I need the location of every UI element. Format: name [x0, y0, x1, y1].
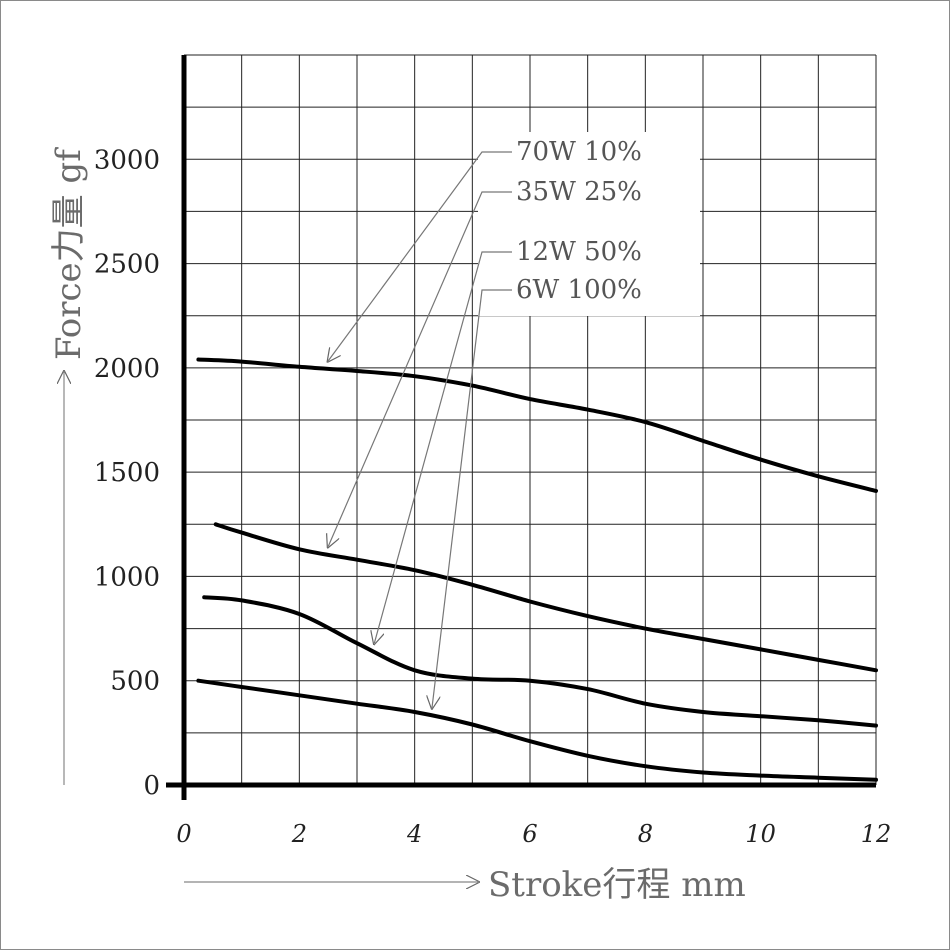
x-tick-label: 8	[638, 820, 653, 848]
x-tick-label: 10	[745, 820, 776, 848]
y-tick-label: 3000	[94, 145, 160, 175]
legend-background	[478, 132, 700, 316]
x-tick-label: 12	[861, 820, 892, 848]
legend-leader-arrow-3	[374, 251, 512, 643]
axis-titles: Stroke行程 mm Force力量 gf	[49, 147, 746, 905]
y-tick-label: 2000	[94, 354, 160, 384]
x-axis-label: Stroke行程 mm	[488, 865, 746, 905]
y-tick-label: 0	[143, 771, 160, 801]
axes	[64, 55, 876, 882]
series-line-3	[202, 595, 878, 728]
y-axis-label: Force力量 gf	[49, 147, 89, 360]
series-line-4	[196, 678, 878, 782]
legend-leader-arrow-1	[328, 151, 512, 361]
x-tick-label: 6	[522, 820, 537, 848]
x-tick-label: 0	[176, 820, 191, 848]
series-lines	[196, 357, 878, 782]
legend-label-3: 12W 50%	[516, 237, 642, 267]
legend-leader-arrow-4	[432, 289, 512, 708]
legend-label-2: 35W 25%	[516, 177, 642, 207]
legend-label-4: 6W 100%	[516, 275, 642, 305]
series-line-2	[213, 522, 878, 673]
y-tick-label: 1000	[94, 562, 160, 592]
x-tick-label: 4	[406, 820, 422, 848]
legend: 70W 10% 35W 25% 12W 50% 6W 100%	[328, 132, 700, 708]
x-tick-label: 2	[291, 820, 307, 848]
tick-labels: 0 500 1000 1500 2000 2500 3000 0 2 4 6 8 10 12	[94, 145, 891, 848]
y-tick-label: 2500	[94, 250, 160, 280]
y-tick-label: 500	[110, 667, 160, 697]
y-tick-label: 1500	[94, 458, 160, 488]
series-line-1	[196, 357, 878, 493]
legend-label-1: 70W 10%	[516, 137, 642, 167]
legend-leader-arrow-2	[328, 191, 512, 547]
